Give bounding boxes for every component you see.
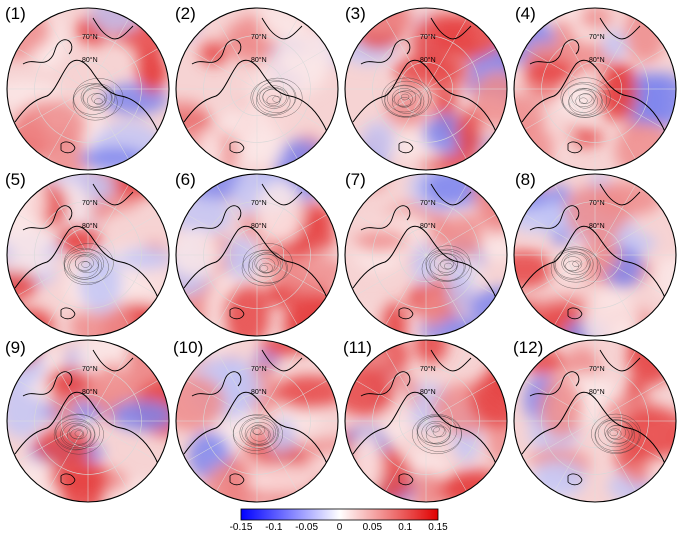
lat-label-70: 70°N	[420, 33, 436, 41]
lat-label-80: 80°N	[589, 388, 605, 396]
map-panel: 70°N 80°N	[3, 336, 173, 506]
lat-label-70: 70°N	[251, 365, 267, 373]
lat-label-70: 70°N	[589, 199, 605, 207]
lat-label-70: 70°N	[420, 199, 436, 207]
panel-label: (10)	[173, 338, 204, 357]
colorbar-gradient	[240, 508, 439, 521]
lat-label-80: 80°N	[251, 222, 267, 230]
lat-label-80: 80°N	[420, 56, 436, 64]
lat-label-80: 80°N	[251, 56, 267, 64]
panel-label: (6)	[175, 170, 196, 189]
panel-label: (5)	[5, 170, 26, 189]
map-panel: 70°N 80°N	[510, 336, 680, 506]
lat-label-70: 70°N	[82, 199, 98, 207]
panel-label: (4)	[515, 4, 536, 23]
map-panel: 70°N 80°N	[341, 170, 511, 340]
panel-label: (12)	[513, 338, 544, 357]
map-panel: 70°N 80°N	[341, 336, 511, 506]
lat-label-70: 70°N	[589, 365, 605, 373]
lat-label-80: 80°N	[589, 56, 605, 64]
map-panel: 70°N 80°N	[3, 170, 173, 340]
colorbar-tick-label: -0.05	[295, 522, 319, 533]
colorbar-tick-label: -0.1	[265, 522, 283, 533]
lat-label-80: 80°N	[82, 388, 98, 396]
lat-label-80: 80°N	[251, 388, 267, 396]
lat-label-70: 70°N	[420, 365, 436, 373]
lat-label-70: 70°N	[82, 365, 98, 373]
colorbar-tick-label: 0.05	[362, 522, 383, 533]
panel-label: (1)	[5, 4, 26, 23]
map-panel: 70°N 80°N	[510, 4, 680, 174]
map-panel: 70°N 80°N	[341, 4, 511, 174]
map-panel: 70°N 80°N	[3, 4, 173, 174]
panel-label: (9)	[5, 338, 26, 357]
colorbar-tick-label: 0.15	[428, 522, 448, 533]
panel-label: (2)	[175, 4, 196, 23]
lat-label-80: 80°N	[82, 222, 98, 230]
colorbar-tick-label: 0	[336, 522, 343, 533]
panel-label: (3)	[345, 4, 366, 23]
map-panel: 70°N 80°N	[510, 170, 680, 340]
lat-label-80: 80°N	[420, 222, 436, 230]
lat-label-70: 70°N	[251, 33, 267, 41]
panel-label: (7)	[345, 170, 366, 189]
panel-label: (11)	[343, 338, 372, 357]
lat-label-70: 70°N	[251, 199, 267, 207]
panel-label: (8)	[515, 170, 536, 189]
lat-label-70: 70°N	[589, 33, 605, 41]
lat-label-80: 80°N	[82, 56, 98, 64]
map-panel: 70°N 80°N	[172, 336, 342, 506]
lat-label-80: 80°N	[420, 388, 436, 396]
lat-label-70: 70°N	[82, 33, 98, 41]
lat-label-80: 80°N	[589, 222, 605, 230]
colorbar-tick-label: -0.15	[229, 522, 253, 533]
map-panel: 70°N 80°N	[172, 4, 342, 174]
map-panel: 70°N 80°N	[172, 170, 342, 340]
colorbar-tick-label: 0.1	[398, 522, 413, 533]
